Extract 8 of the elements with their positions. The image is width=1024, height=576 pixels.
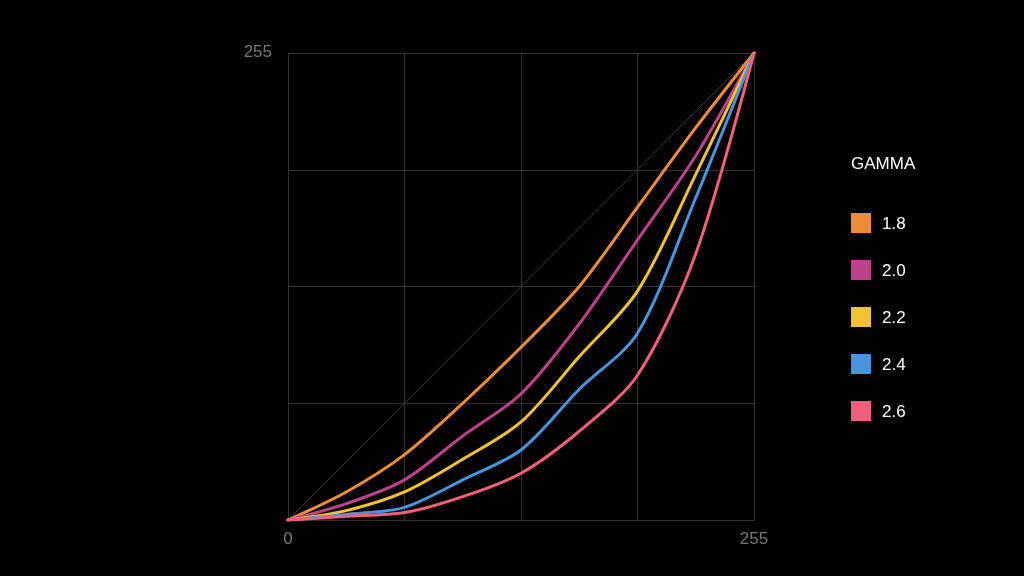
legend-label: 2.6: [882, 401, 906, 421]
legend-label: 1.8: [882, 213, 906, 233]
legend-label: 2.4: [882, 354, 906, 374]
text: 255: [243, 42, 273, 61]
legend-title: GAMMA: [851, 154, 916, 173]
x-tick-label: 0: [283, 529, 293, 548]
legend-label: 2.0: [882, 260, 906, 280]
legend-label: 2.2: [882, 307, 906, 327]
